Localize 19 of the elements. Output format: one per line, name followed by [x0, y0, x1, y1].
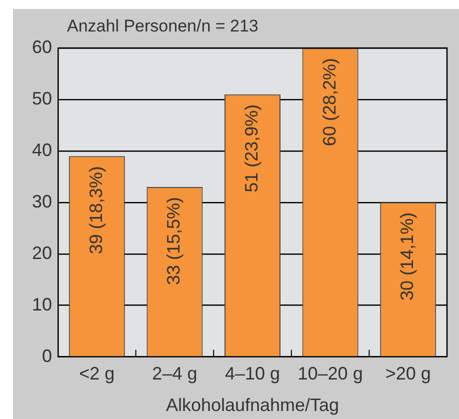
data-label: 60 (28,2%) — [319, 58, 340, 146]
x-axis-title: Alkoholaufnahme/Tag — [166, 395, 340, 416]
x-tick-label: 2–4 g — [152, 364, 198, 384]
data-label: 39 (18,3%) — [86, 166, 106, 254]
y-tick-label: 30 — [32, 191, 52, 212]
y-tick-label: 20 — [32, 242, 52, 263]
y-tick-label: 50 — [32, 88, 52, 108]
y-axis-title: Anzahl Personen/n = 213 — [67, 16, 258, 36]
data-label: 30 (14,1%) — [397, 212, 418, 300]
y-tick-label: 60 — [32, 36, 52, 57]
x-tick-label: <2 g — [79, 364, 115, 384]
x-tick-label: 4–10 g — [224, 364, 280, 384]
data-label: 33 (15,5%) — [164, 196, 184, 286]
y-tick-label: 40 — [32, 140, 52, 160]
y-tick-label: 0 — [42, 346, 52, 366]
x-tick-label: 10–20 g — [298, 364, 363, 384]
data-label: 51 (23,9%) — [241, 104, 262, 192]
x-tick-label: >20 g — [385, 364, 431, 384]
y-tick-label: 10 — [32, 294, 52, 314]
